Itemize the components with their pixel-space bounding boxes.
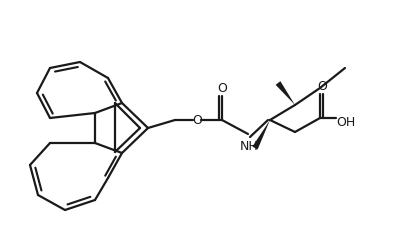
- Text: O: O: [316, 81, 326, 93]
- Text: NH: NH: [239, 140, 258, 152]
- Text: O: O: [216, 82, 226, 95]
- Polygon shape: [275, 81, 294, 105]
- Text: O: O: [192, 113, 202, 126]
- Polygon shape: [252, 120, 269, 149]
- Text: OH: OH: [335, 115, 355, 129]
